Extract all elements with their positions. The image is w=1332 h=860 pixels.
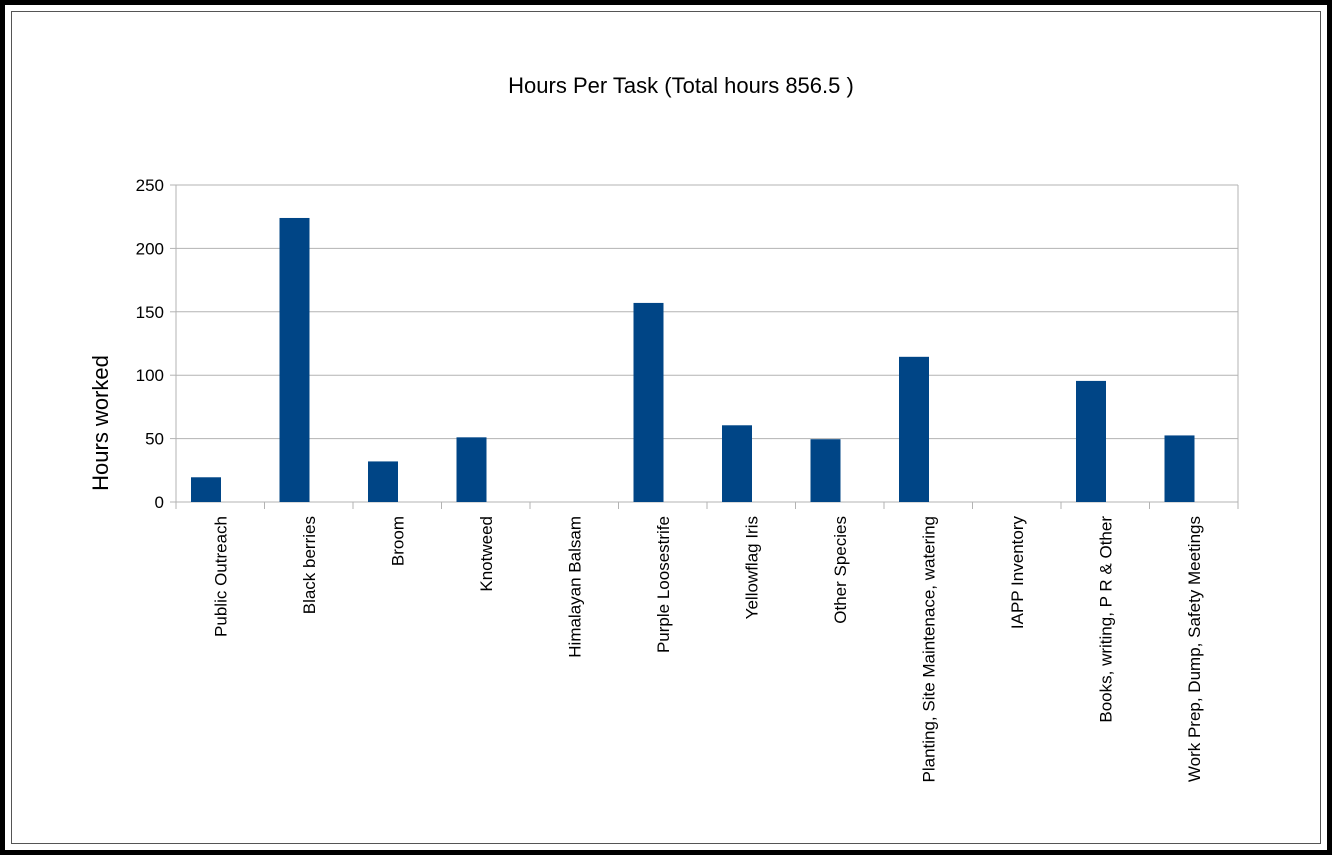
y-tick-label: 0 xyxy=(155,493,164,512)
x-tick-label: Purple Loosestrife xyxy=(654,516,673,653)
y-tick-label: 250 xyxy=(136,176,164,195)
y-tick-label: 150 xyxy=(136,303,164,322)
y-tick-labels: 0 50 100 150 200 250 xyxy=(136,176,164,512)
x-tick-label: Public Outreach xyxy=(211,516,230,637)
x-tick-label: Books, writing, P R & Other xyxy=(1096,516,1115,723)
bar xyxy=(810,439,841,502)
axes xyxy=(170,184,1239,509)
bar xyxy=(899,356,929,502)
bar xyxy=(722,425,752,502)
y-tick-label: 50 xyxy=(145,430,164,449)
x-tick-label: Other Species xyxy=(831,516,850,624)
x-tick-labels: Public Outreach Black berries Broom Knotwee… xyxy=(211,516,1204,783)
bar-chart: Hours Per Task (Total hours 856.5 ) Hour… xyxy=(88,73,1239,783)
x-tick-label: Himalayan Balsam xyxy=(565,516,584,658)
y-tick-label: 200 xyxy=(136,239,164,258)
y-axis-label: Hours worked xyxy=(88,355,113,491)
bar xyxy=(279,217,310,502)
x-tick-label: Yellowflag Iris xyxy=(742,516,761,619)
bars xyxy=(191,217,1195,502)
bar xyxy=(368,461,398,502)
x-tick-label: Work Prep, Dump, Safety Meetings xyxy=(1185,516,1204,782)
x-tick-label: Black berries xyxy=(300,516,319,614)
y-tick-label: 100 xyxy=(136,366,164,385)
chart-title: Hours Per Task (Total hours 856.5 ) xyxy=(508,73,854,98)
bar xyxy=(1164,435,1195,502)
bar xyxy=(633,302,664,502)
x-tick-label: Planting, Site Maintenace, watering xyxy=(919,516,938,783)
x-tick-label: IAPP Inventory xyxy=(1008,516,1027,630)
bar xyxy=(191,477,221,502)
x-tick-label: Broom xyxy=(388,516,407,566)
bar xyxy=(1076,380,1106,502)
x-tick-label: Knotweed xyxy=(477,516,496,592)
bar xyxy=(456,437,487,502)
